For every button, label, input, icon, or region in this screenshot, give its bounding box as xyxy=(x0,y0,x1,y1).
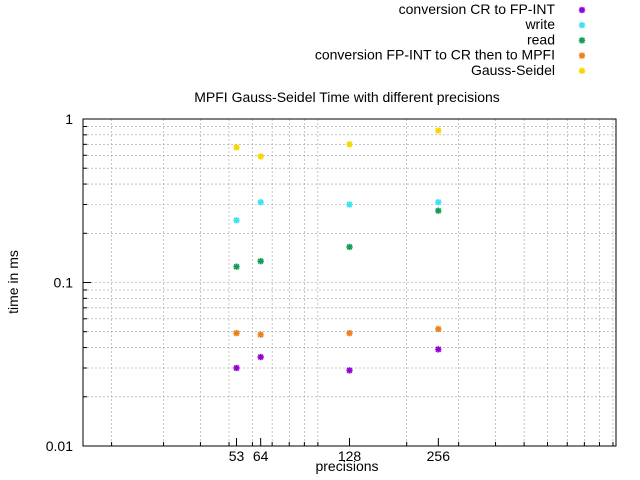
chart-title: MPFI Gauss-Seidel Time with different pr… xyxy=(194,89,500,105)
data-point xyxy=(346,367,353,374)
data-point xyxy=(435,325,442,333)
data-points xyxy=(233,127,442,374)
legend-marker xyxy=(578,6,586,14)
data-point xyxy=(233,329,240,337)
data-point xyxy=(346,329,353,337)
data-point xyxy=(233,144,240,151)
legend-marker xyxy=(578,37,586,44)
data-point xyxy=(435,198,442,206)
data-point xyxy=(233,364,240,372)
data-point xyxy=(435,127,442,134)
legend-entry-label: conversion CR to FP-INT xyxy=(399,1,556,17)
data-point xyxy=(346,243,353,251)
data-point xyxy=(435,346,442,353)
legend: conversion CR to FP-INTwritereadconversi… xyxy=(315,1,586,78)
data-point xyxy=(233,217,240,224)
data-point xyxy=(233,263,240,270)
data-point xyxy=(346,201,353,208)
legend-marker xyxy=(578,67,586,74)
legend-entry-label: Gauss-Seidel xyxy=(471,62,555,78)
grid xyxy=(83,119,616,446)
x-axis-label: precisions xyxy=(315,458,378,474)
y-tick-label: 0.01 xyxy=(46,438,73,454)
x-tick-label: 256 xyxy=(427,448,451,464)
data-point xyxy=(257,331,264,338)
data-point xyxy=(257,353,264,361)
legend-entry-label: write xyxy=(524,16,555,32)
x-tick-label: 53 xyxy=(229,448,245,464)
legend-entry-label: conversion FP-INT to CR then to MPFI xyxy=(315,47,555,63)
x-tick-label: 128 xyxy=(338,448,362,464)
legend-entry-label: read xyxy=(527,31,555,47)
y-tick-label: 0.1 xyxy=(54,275,74,291)
y-tick-label: 1 xyxy=(65,111,73,127)
axis-ticks: 0.01 0.1 1 53 64 128 256 xyxy=(46,111,614,464)
data-point xyxy=(257,198,264,206)
data-point xyxy=(435,207,442,214)
x-tick-label: 64 xyxy=(253,448,269,464)
data-point xyxy=(257,257,264,265)
data-point xyxy=(257,153,264,160)
legend-marker xyxy=(578,22,586,29)
data-point xyxy=(346,141,353,148)
y-axis-label: time in ms xyxy=(5,250,21,314)
legend-marker xyxy=(578,52,586,59)
